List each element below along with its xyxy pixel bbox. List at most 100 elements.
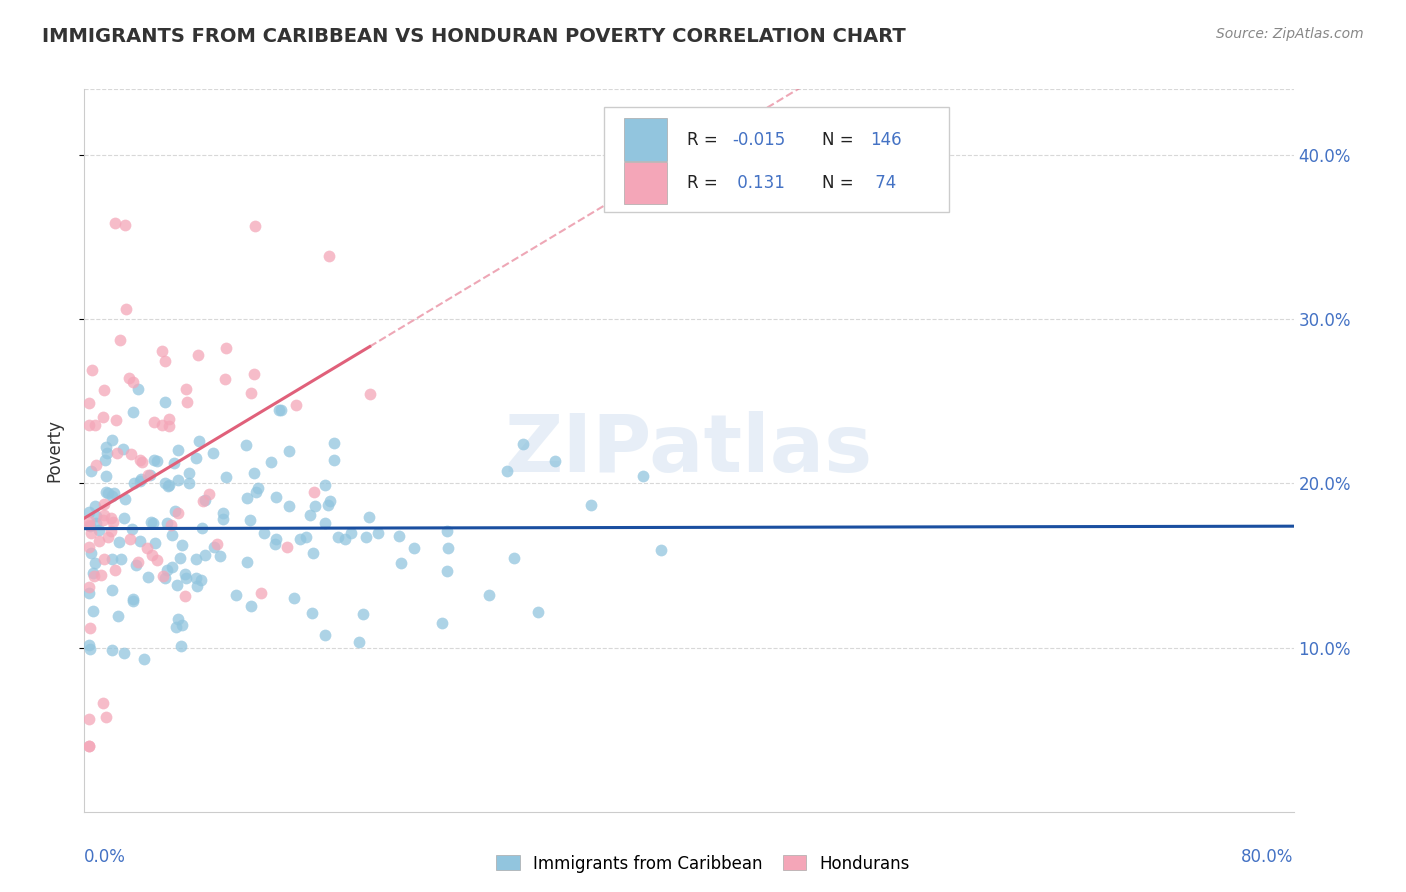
Point <box>169 551 191 566</box>
Point <box>87 524 110 538</box>
Point <box>91 513 114 527</box>
Point <box>146 553 169 567</box>
Point <box>77 585 100 599</box>
Point <box>103 516 125 530</box>
Point <box>80 363 103 377</box>
Point <box>176 395 198 409</box>
Point <box>129 474 152 488</box>
Point <box>166 506 188 520</box>
Point <box>240 599 263 613</box>
Point <box>174 590 197 604</box>
Point <box>79 518 101 533</box>
Point <box>101 433 124 447</box>
Point <box>121 522 143 536</box>
Point <box>93 383 115 397</box>
Point <box>150 343 173 358</box>
Point <box>294 530 316 544</box>
Point <box>105 445 128 459</box>
Point <box>167 442 190 457</box>
Point <box>349 635 371 649</box>
Point <box>239 513 262 527</box>
Point <box>80 525 103 540</box>
Point <box>77 417 100 432</box>
Point <box>246 481 269 495</box>
Point <box>122 592 145 607</box>
Point <box>79 642 101 657</box>
Point <box>333 532 356 546</box>
Point <box>156 516 179 530</box>
Point <box>77 712 100 726</box>
Point <box>198 487 221 501</box>
Point <box>179 475 201 490</box>
Point <box>132 652 155 666</box>
Point <box>253 526 276 541</box>
Point <box>94 441 117 455</box>
Point <box>93 497 115 511</box>
Point <box>314 628 336 642</box>
Point <box>152 569 174 583</box>
Point <box>167 473 190 487</box>
Point <box>136 570 159 584</box>
Point <box>526 605 548 619</box>
Point <box>340 525 363 540</box>
Text: -0.015: -0.015 <box>733 131 786 149</box>
Point <box>82 604 104 618</box>
Point <box>285 398 308 412</box>
Point <box>129 534 152 549</box>
Point <box>432 615 454 630</box>
Point <box>215 341 238 355</box>
Text: R =: R = <box>686 131 723 149</box>
Point <box>212 511 235 525</box>
Point <box>124 476 146 491</box>
Point <box>436 524 458 539</box>
Point <box>388 529 411 543</box>
Point <box>194 548 217 562</box>
Point <box>84 556 107 570</box>
Point <box>82 566 104 580</box>
Point <box>267 402 290 417</box>
Point <box>139 515 162 529</box>
Point <box>131 471 153 485</box>
Point <box>128 452 150 467</box>
Point <box>276 541 298 555</box>
Point <box>120 533 142 547</box>
Point <box>97 530 120 544</box>
Text: N =: N = <box>823 131 859 149</box>
Point <box>157 479 180 493</box>
Point <box>97 486 120 500</box>
Point <box>77 581 100 595</box>
Point <box>94 469 117 483</box>
Point <box>191 520 214 534</box>
Point <box>283 591 305 605</box>
Point <box>107 609 129 624</box>
Point <box>631 469 654 483</box>
Point <box>304 499 326 513</box>
Text: 0.0%: 0.0% <box>84 847 127 866</box>
Point <box>108 535 131 549</box>
Point <box>121 375 143 389</box>
Point <box>121 594 143 608</box>
Point <box>114 491 136 506</box>
Point <box>136 467 159 482</box>
Point <box>93 552 115 566</box>
Point <box>316 498 339 512</box>
Point <box>322 453 344 467</box>
Point <box>100 643 122 657</box>
Point <box>112 646 135 660</box>
Point <box>118 371 141 385</box>
Point <box>94 453 117 467</box>
Point <box>131 455 153 469</box>
Point <box>165 503 187 517</box>
Point <box>77 517 100 532</box>
Point <box>314 478 336 492</box>
Point <box>127 382 149 396</box>
Point <box>150 418 173 433</box>
Point <box>176 571 198 585</box>
Point <box>155 354 177 368</box>
Point <box>79 739 101 753</box>
Point <box>86 516 108 530</box>
Point <box>170 639 193 653</box>
Point <box>96 446 118 460</box>
Point <box>163 456 186 470</box>
Point <box>187 348 209 362</box>
